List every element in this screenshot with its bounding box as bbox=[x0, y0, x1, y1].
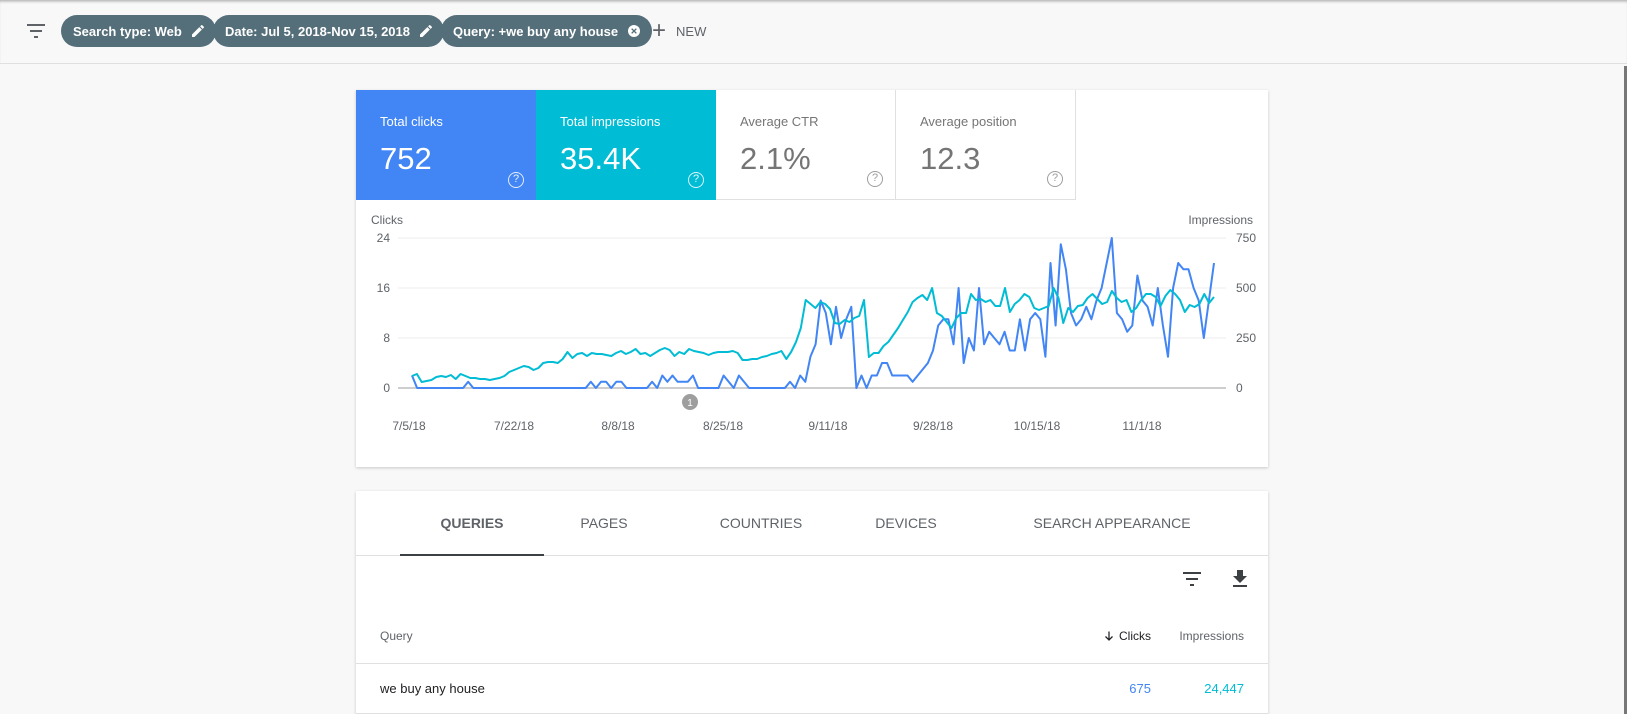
x-tick-label: 7/22/18 bbox=[494, 419, 534, 433]
performance-card: Total clicks 752 ? Total impressions 35.… bbox=[356, 90, 1268, 467]
series-line-clicks[interactable] bbox=[411, 237, 1215, 389]
divider bbox=[356, 663, 1268, 664]
chip-search-type[interactable]: Search type: Web bbox=[61, 15, 216, 47]
report-card: QUERIES PAGES COUNTRIES DEVICES SEARCH A… bbox=[356, 491, 1268, 714]
metric-label: Total impressions bbox=[560, 114, 661, 129]
download-icon[interactable] bbox=[1228, 567, 1252, 591]
filter-rows-icon[interactable] bbox=[1180, 567, 1204, 591]
metric-total-impressions[interactable]: Total impressions 35.4K ? bbox=[536, 90, 716, 200]
right-tick-label: 500 bbox=[1236, 281, 1256, 295]
metric-average-position[interactable]: Average position 12.3 ? bbox=[896, 90, 1076, 200]
help-icon[interactable]: ? bbox=[1047, 171, 1063, 187]
x-tick-label: 8/25/18 bbox=[703, 419, 743, 433]
chip-label: Date: Jul 5, 2018-Nov 15, 2018 bbox=[225, 23, 410, 39]
chip-date[interactable]: Date: Jul 5, 2018-Nov 15, 2018 bbox=[213, 15, 444, 47]
column-header-clicks[interactable]: Clicks bbox=[1039, 629, 1151, 645]
filter-icon[interactable] bbox=[24, 19, 48, 43]
help-icon[interactable]: ? bbox=[867, 171, 883, 187]
x-tick-label: 7/5/18 bbox=[392, 419, 426, 433]
chip-label: Query: +we buy any house bbox=[453, 23, 619, 39]
scrollbar[interactable] bbox=[1624, 66, 1627, 714]
metric-value: 12.3 bbox=[920, 141, 981, 176]
row-query: we buy any house bbox=[380, 681, 485, 696]
metric-average-ctr[interactable]: Average CTR 2.1% ? bbox=[716, 90, 896, 200]
x-tick-label: 11/1/18 bbox=[1122, 419, 1161, 433]
right-tick-label: 750 bbox=[1236, 231, 1256, 245]
metric-label: Average CTR bbox=[740, 114, 819, 129]
metric-label: Total clicks bbox=[380, 114, 443, 129]
tab-pages[interactable]: PAGES bbox=[580, 515, 628, 531]
arrow-down-icon bbox=[1103, 630, 1115, 645]
row-impressions: 24,447 bbox=[1204, 681, 1244, 696]
annotation-label: 1 bbox=[687, 398, 693, 409]
right-tick-label: 250 bbox=[1236, 331, 1256, 345]
chip-label: Search type: Web bbox=[73, 23, 182, 39]
performance-chart[interactable]: Clicks Impressions 24 750 16 500 8 250 0 0 7/5/1… bbox=[356, 200, 1268, 467]
x-tick-label: 9/11/18 bbox=[808, 419, 847, 433]
row-clicks: 675 bbox=[1129, 681, 1151, 696]
filter-bar: Search type: Web Date: Jul 5, 2018-Nov 1… bbox=[0, 0, 1627, 64]
annotation-marker[interactable] bbox=[682, 394, 698, 410]
right-axis-label: Impressions bbox=[1188, 213, 1253, 227]
pencil-icon[interactable] bbox=[418, 23, 434, 39]
series-line-impressions[interactable] bbox=[411, 287, 1215, 383]
metric-value: 2.1% bbox=[740, 141, 811, 176]
tab-devices[interactable]: DEVICES bbox=[875, 515, 937, 531]
column-header-query[interactable]: Query bbox=[380, 629, 413, 643]
chip-query[interactable]: Query: +we buy any house bbox=[441, 15, 653, 47]
x-tick-label: 8/8/18 bbox=[601, 419, 635, 433]
column-header-clicks-label: Clicks bbox=[1119, 629, 1151, 643]
metric-total-clicks[interactable]: Total clicks 752 ? bbox=[356, 90, 536, 200]
tab-countries[interactable]: COUNTRIES bbox=[719, 515, 803, 531]
help-icon[interactable]: ? bbox=[508, 172, 524, 188]
column-header-impressions[interactable]: Impressions bbox=[1179, 629, 1244, 643]
report-tabs: QUERIES PAGES COUNTRIES DEVICES SEARCH A… bbox=[356, 491, 1268, 556]
x-tick-label: 10/15/18 bbox=[1014, 419, 1061, 433]
left-tick-label: 16 bbox=[377, 281, 391, 295]
close-circle-icon[interactable] bbox=[626, 23, 642, 39]
plus-icon: + bbox=[652, 17, 667, 44]
tab-queries[interactable]: QUERIES bbox=[400, 491, 544, 556]
tab-search-appearance[interactable]: SEARCH APPEARANCE bbox=[1033, 515, 1191, 531]
new-label: NEW bbox=[676, 23, 707, 39]
left-tick-label: 0 bbox=[383, 381, 390, 395]
new-filter-button[interactable]: + NEW bbox=[652, 17, 706, 45]
help-icon[interactable]: ? bbox=[688, 172, 704, 188]
pencil-icon[interactable] bbox=[190, 23, 206, 39]
x-tick-label: 9/28/18 bbox=[913, 419, 953, 433]
left-axis-label: Clicks bbox=[371, 213, 403, 227]
left-tick-label: 24 bbox=[377, 231, 391, 245]
right-tick-label: 0 bbox=[1236, 381, 1243, 395]
left-tick-label: 8 bbox=[383, 331, 390, 345]
metric-value: 35.4K bbox=[560, 141, 642, 176]
metric-label: Average position bbox=[920, 114, 1017, 129]
metric-value: 752 bbox=[380, 141, 432, 176]
